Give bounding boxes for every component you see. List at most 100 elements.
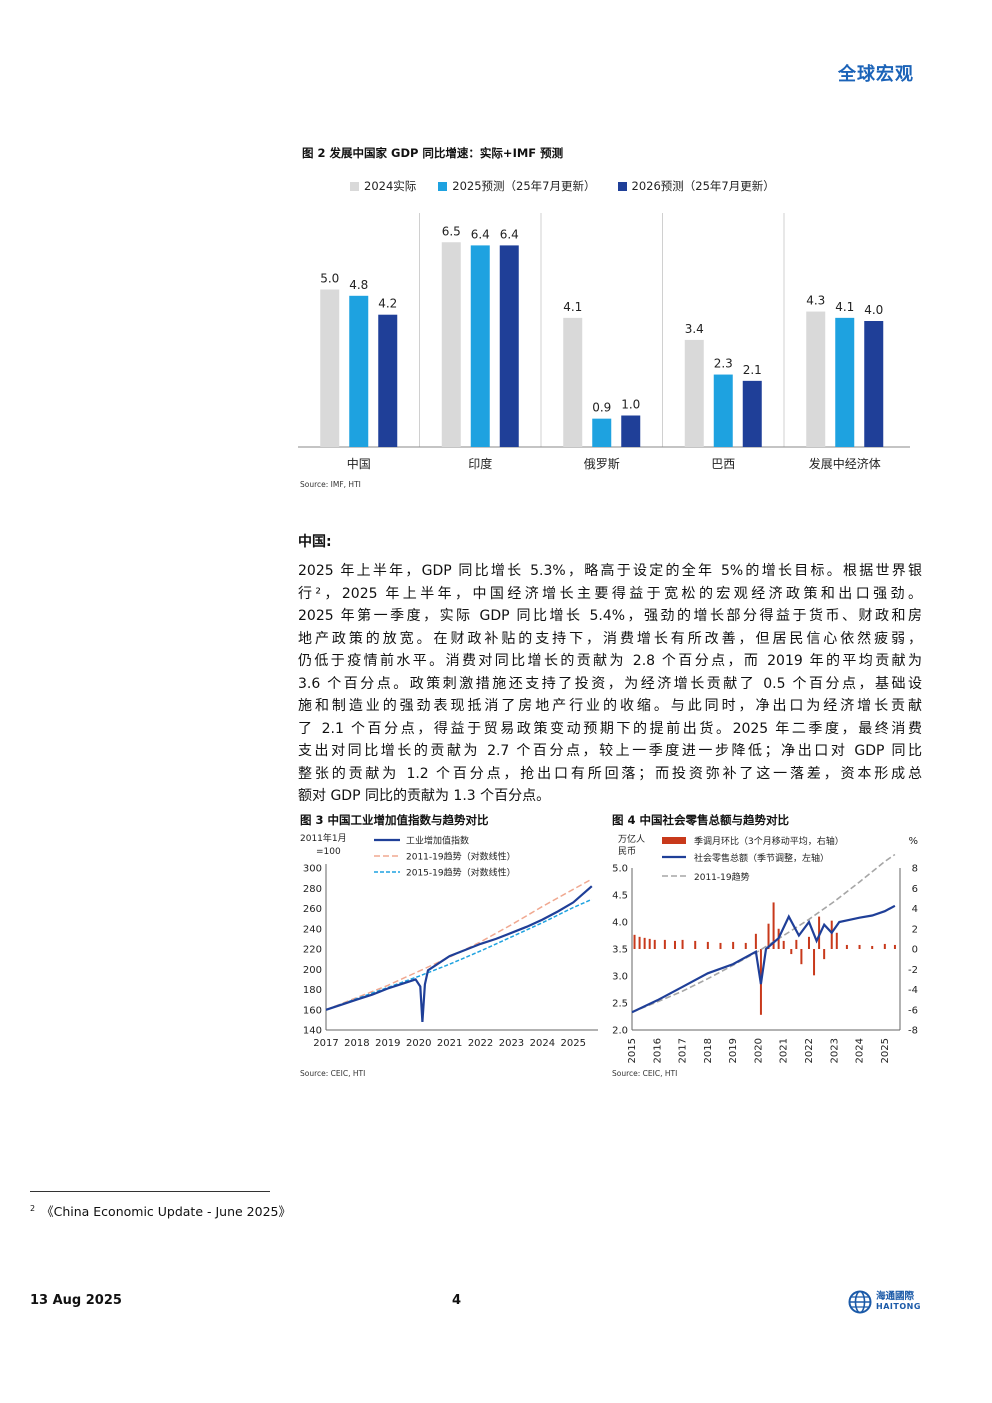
- fig2-legend-item: 2024实际: [350, 178, 416, 194]
- bar: [643, 937, 646, 949]
- bar: [441, 242, 461, 447]
- y-tick-label: 2.0: [612, 1026, 628, 1037]
- x-tick-label: 2019: [728, 1038, 739, 1063]
- body-line: 仍低于疫情前水平。消费对同比增长的贡献为 2.8 个百分点，而 2019 年的平…: [298, 653, 922, 669]
- y-tick-label: 280: [303, 884, 322, 895]
- bar: [772, 902, 775, 949]
- bar-value-label: 2.1: [743, 363, 762, 377]
- body-line: 2025 年第一季度，实际 GDP 同比增长 5.4%，强劲的增长部分得益于货币…: [298, 608, 922, 624]
- x-tick-label: 2017: [313, 1038, 338, 1049]
- bar: [349, 295, 369, 447]
- bar: [681, 939, 684, 949]
- bar: [470, 245, 490, 447]
- page-number: 4: [452, 1293, 462, 1308]
- legend-swatch: [350, 181, 359, 191]
- legend-swatch: [438, 181, 448, 191]
- series-line: [631, 904, 896, 1014]
- bar: [823, 949, 826, 960]
- section-header: 全球宏观: [838, 64, 914, 85]
- series-line: [325, 898, 593, 1011]
- bar: [706, 941, 709, 949]
- legend-label: 2024实际: [364, 179, 417, 193]
- bar: [790, 949, 793, 955]
- x-tick-label: 2022: [804, 1038, 815, 1063]
- y-tick-label: 180: [303, 985, 322, 996]
- y-tick-label: 3.5: [612, 945, 628, 956]
- x-tick-label: 2024: [530, 1038, 555, 1049]
- legend-label: 2015-19趋势（对数线性）: [406, 867, 516, 879]
- y-tick-label: 200: [303, 965, 322, 976]
- bar: [633, 934, 636, 949]
- bar: [742, 380, 762, 447]
- fig2-chart: 5.0 4.8 4.2 中国 6.5 6.4 6.4 印度 4.1 0.9 1.0 俄罗斯 3.4 2.3…: [298, 213, 910, 471]
- y-axis-label: 2011年1月: [300, 832, 347, 844]
- bar: [713, 374, 733, 447]
- y-tick-label: 260: [303, 904, 322, 915]
- y-tick-label: 240: [303, 924, 322, 935]
- footnote: 2 《China Economic Update - June 2025》: [30, 1201, 291, 1220]
- x-tick-label: 2016: [652, 1038, 663, 1063]
- y-tick-label: 140: [303, 1026, 322, 1037]
- legend-label: 2025预测（25年7月更新）: [452, 179, 596, 193]
- x-tick-label: 2023: [499, 1038, 524, 1049]
- y-tick-label: 4.5: [612, 891, 628, 902]
- y-tick-label: 4.0: [612, 918, 628, 929]
- footnote-text: 《China Economic Update - June 2025》: [41, 1204, 291, 1219]
- bar: [864, 321, 884, 447]
- body-line: 3.6 个百分点。政策刺激措施还支持了投资，为经济增长贡献了 0.5 个百分点，…: [298, 675, 922, 692]
- body-line: 整张的贡献为 1.2 个百分点，抢出口有所回落；而投资弥补了这一落差，资本形成总: [298, 765, 922, 782]
- haitong-logo: 海通國際 HAITONG: [848, 1290, 921, 1314]
- y-tick-label-right: 4: [912, 904, 918, 915]
- legend-swatch: [617, 181, 627, 191]
- bar: [744, 942, 747, 949]
- fig2-legend-item: 2025预测（25年7月更新）: [438, 178, 596, 194]
- fig4-source: Source: CEIC, HTI: [612, 1069, 678, 1078]
- series-line: [325, 885, 593, 1022]
- bar: [800, 949, 803, 965]
- legend-label: 2011-19趋势: [694, 871, 750, 883]
- bar: [663, 939, 666, 949]
- fig3-chart: 2011年1月 =100 140 160 180 200 220 240 260 280 300 20…: [300, 832, 598, 1049]
- x-tick-label: 2025: [561, 1038, 586, 1049]
- series-line: [325, 878, 593, 1011]
- x-tick-label: 2021: [437, 1038, 462, 1049]
- bar: [893, 944, 896, 949]
- bar: [673, 940, 676, 949]
- y-tick-label-right: -2: [908, 965, 918, 976]
- bar: [871, 945, 874, 949]
- fig2-legend: 2024实际 2025预测（25年7月更新） 2026预测（25年7月更新）: [350, 178, 775, 194]
- x-tick-label: 2024: [855, 1038, 866, 1063]
- x-tick-label: 2022: [468, 1038, 493, 1049]
- bar-value-label: 3.4: [685, 322, 704, 336]
- x-tick-label: 2020: [406, 1038, 431, 1049]
- bar: [732, 941, 735, 949]
- legend-label: 季调月环比（3个月移动平均，右轴）: [694, 835, 844, 847]
- bar: [621, 415, 641, 447]
- section-heading: 中国:: [298, 534, 332, 550]
- category-label: 俄罗斯: [584, 457, 620, 471]
- bar: [830, 920, 833, 949]
- logo-en: HAITONG: [876, 1302, 921, 1311]
- bar-value-label: 0.9: [592, 401, 611, 415]
- fig2-legend-item: 2026预测（25年7月更新）: [617, 178, 775, 194]
- legend-label: 工业增加值指数: [406, 835, 469, 847]
- logo-cn: 海通國際: [876, 1291, 915, 1302]
- y-tick-label: 160: [303, 1005, 322, 1016]
- globe-icon: [848, 1290, 872, 1314]
- bar: [806, 311, 826, 447]
- series-line: [631, 853, 896, 1013]
- bar-value-label: 6.4: [471, 227, 490, 241]
- bar: [858, 944, 861, 949]
- bar-value-label: 5.0: [320, 272, 339, 286]
- bar: [592, 418, 612, 447]
- y-tick-label-right: 8: [912, 864, 918, 875]
- x-tick-label: 2021: [779, 1038, 790, 1063]
- bar: [563, 317, 583, 447]
- y-tick-label: 5.0: [612, 864, 628, 875]
- x-tick-label: 2018: [344, 1038, 369, 1049]
- x-tick-label: 2015: [627, 1038, 638, 1063]
- body-paragraph: 2025 年上半年，GDP 同比增长 5.3%，略高于设定的全年 5%的增长目标…: [298, 560, 922, 808]
- bar: [845, 944, 848, 949]
- category-label: 发展中经济体: [809, 456, 881, 471]
- bar: [694, 940, 697, 949]
